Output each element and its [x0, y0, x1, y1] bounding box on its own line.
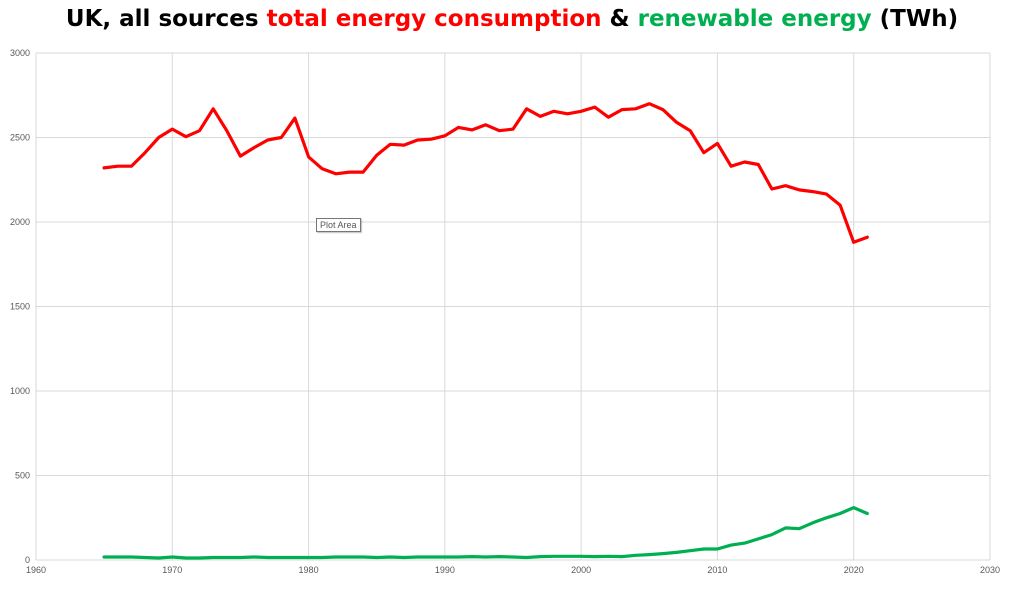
y-tick-label: 1000	[10, 386, 30, 396]
x-tick-label: 2000	[571, 565, 591, 575]
y-tick-label: 1500	[10, 302, 30, 312]
x-tick-label: 1970	[162, 565, 182, 575]
y-tick-label: 500	[15, 471, 30, 481]
series-line-0[interactable]	[102, 102, 869, 244]
y-tick-label: 0	[25, 555, 30, 565]
title-segment: &	[601, 6, 638, 32]
chart-title: UK, all sources total energy consumption…	[0, 6, 1024, 32]
x-tick-label: 1960	[26, 565, 46, 575]
y-tick-label: 2500	[10, 133, 30, 143]
x-tick-label: 2030	[980, 565, 1000, 575]
title-segment: renewable energy	[637, 6, 872, 32]
title-segment: total energy consumption	[266, 6, 602, 32]
x-tick-label: 2010	[707, 565, 727, 575]
axis-labels: 0 500 1000 1500 2000 2500 3000 1960 1970 1980 1990…	[10, 48, 1000, 575]
title-segment: UK, all sources	[65, 6, 267, 32]
series-layer	[102, 102, 869, 560]
x-tick-label: 1980	[299, 565, 319, 575]
series-line-1[interactable]	[102, 506, 869, 560]
y-tick-label: 2000	[10, 217, 30, 227]
plot-area-tooltip: Plot Area	[316, 218, 361, 232]
y-tick-label: 3000	[10, 48, 30, 58]
x-tick-label: 2020	[844, 565, 864, 575]
x-tick-label: 1990	[435, 565, 455, 575]
title-segment: (TWh)	[871, 6, 959, 32]
gridlines	[35, 52, 991, 561]
